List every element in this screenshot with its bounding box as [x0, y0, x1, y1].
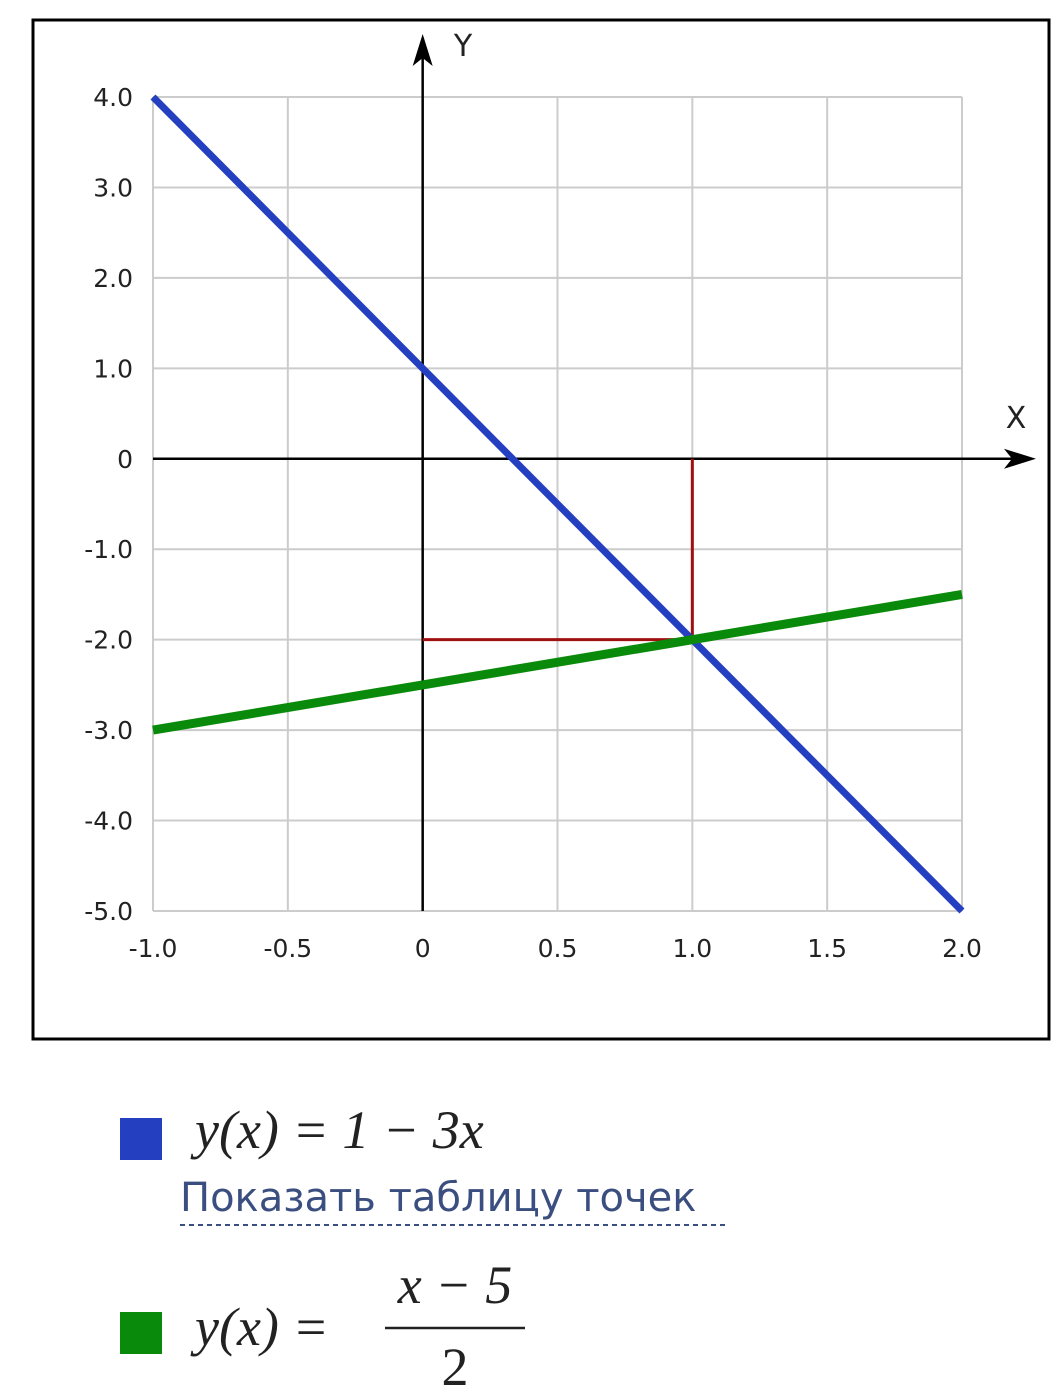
- y-axis-arrow: [412, 34, 433, 66]
- legend-label: y(x) = 1 − 3x: [190, 1100, 484, 1160]
- y-tick-label: -5.0: [84, 897, 133, 926]
- x-tick-label: -1.0: [129, 934, 178, 963]
- legend-label: y(x) =: [190, 1297, 329, 1357]
- legend-link[interactable]: Показать таблицу точек: [180, 1175, 696, 1221]
- y-tick-label: 2.0: [93, 264, 133, 293]
- y-tick-label: -2.0: [84, 626, 133, 655]
- x-tick-label: 0.5: [538, 934, 578, 963]
- series-line: [152, 590, 963, 735]
- x-tick-label: 2.0: [942, 934, 982, 963]
- chart-frame: [31, 18, 1051, 1041]
- x-axis-arrow: [1004, 448, 1036, 469]
- y-tick-label: 4.0: [93, 83, 133, 112]
- y-tick-label: -1.0: [84, 535, 133, 564]
- x-axis-label: X: [1006, 401, 1027, 436]
- y-tick-label: 1.0: [93, 354, 133, 383]
- legend-swatch: [120, 1312, 162, 1354]
- legend-swatch: [120, 1118, 162, 1160]
- x-tick-label: 1.0: [672, 934, 712, 963]
- series-line: [150, 94, 965, 914]
- y-tick-label: 3.0: [93, 173, 133, 202]
- legend-fraction-denominator: 2: [442, 1337, 469, 1397]
- y-tick-label: -3.0: [84, 716, 133, 745]
- x-tick-label: 0: [415, 934, 431, 963]
- y-tick-label: 0: [117, 445, 133, 474]
- y-axis-label: Y: [453, 29, 473, 64]
- y-tick-label: -4.0: [84, 807, 133, 836]
- legend-fraction-numerator: x − 5: [397, 1255, 512, 1315]
- x-tick-label: -0.5: [263, 934, 312, 963]
- x-tick-label: 1.5: [807, 934, 847, 963]
